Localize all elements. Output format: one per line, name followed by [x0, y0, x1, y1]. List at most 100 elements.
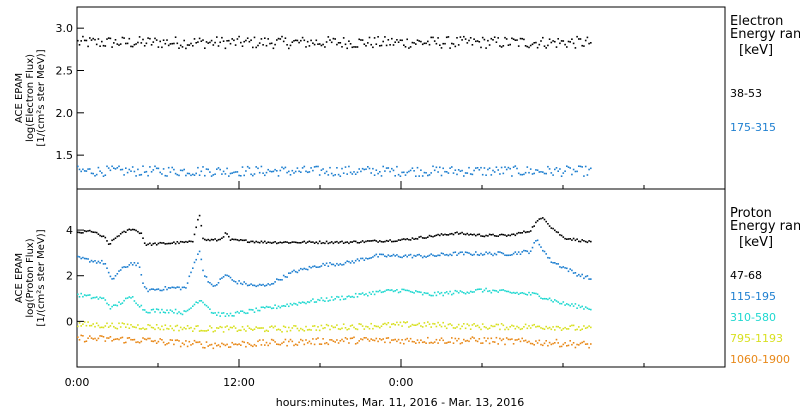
data-point [303, 343, 306, 346]
data-point [336, 324, 338, 326]
data-point [264, 344, 266, 346]
data-point [276, 39, 278, 41]
data-point [173, 312, 175, 314]
data-point [358, 340, 360, 342]
data-point [155, 244, 158, 246]
data-point [140, 173, 143, 176]
data-point [349, 43, 352, 45]
data-point [171, 286, 173, 289]
data-point [578, 38, 580, 40]
data-point [85, 170, 88, 172]
data-point [442, 42, 444, 45]
data-point [109, 37, 112, 40]
data-point [559, 42, 561, 45]
data-point [542, 344, 544, 347]
data-point [97, 260, 100, 263]
data-point [320, 44, 323, 47]
data-point [143, 338, 146, 340]
data-point [572, 237, 575, 240]
data-point [387, 337, 390, 339]
data-point [433, 169, 436, 172]
data-point [435, 42, 438, 45]
data-point [411, 237, 414, 239]
data-point [449, 290, 451, 293]
data-point [447, 172, 450, 174]
data-point [128, 264, 131, 266]
data-point [137, 168, 139, 171]
data-point [248, 241, 251, 244]
data-point [542, 36, 544, 39]
data-point [104, 325, 107, 327]
data-point [531, 342, 534, 345]
data-point [572, 42, 575, 45]
data-point [365, 293, 367, 295]
data-point [294, 170, 297, 173]
data-point [101, 40, 103, 43]
data-point [329, 241, 331, 244]
data-point [306, 329, 309, 331]
data-point [113, 304, 115, 306]
data-point [469, 253, 472, 256]
data-point [475, 289, 477, 291]
data-point [106, 302, 108, 305]
data-point [250, 39, 252, 41]
data-point [456, 339, 458, 342]
data-point [435, 325, 438, 328]
data-point [241, 45, 244, 47]
data-point [246, 165, 249, 168]
data-point [548, 225, 551, 227]
data-point [252, 46, 254, 49]
data-point [440, 337, 443, 339]
data-point [301, 167, 304, 169]
data-point [216, 284, 218, 286]
data-point [535, 292, 537, 295]
data-point [339, 42, 342, 44]
data-point [270, 283, 273, 285]
data-point [392, 323, 395, 325]
data-point [324, 327, 326, 329]
data-point [420, 235, 422, 238]
data-point [192, 267, 194, 269]
data-point [255, 326, 257, 328]
data-point [253, 328, 256, 330]
data-point [495, 253, 498, 256]
data-point [351, 173, 354, 175]
data-point [257, 284, 259, 287]
data-point [562, 172, 565, 174]
data-point [152, 288, 155, 290]
data-point [464, 251, 467, 253]
data-point [135, 43, 137, 45]
data-point [240, 175, 242, 177]
data-point [149, 288, 151, 291]
proton-panel: ACE EPAM log(Proton Flux) [1/(cm²s ster Me… [14, 188, 800, 368]
data-point [399, 342, 402, 344]
data-point [504, 328, 506, 331]
data-point [229, 346, 232, 348]
data-point [135, 175, 137, 177]
data-point [391, 167, 393, 170]
data-point [358, 168, 360, 170]
proton-y-ticks: 024 [66, 224, 84, 328]
data-point [430, 36, 432, 39]
data-point [483, 167, 486, 169]
data-point [150, 44, 153, 46]
data-point [512, 325, 515, 327]
data-point [483, 289, 486, 292]
data-point [382, 291, 384, 293]
data-point [312, 265, 314, 268]
data-point [463, 233, 465, 235]
data-point [90, 259, 93, 262]
data-point [231, 38, 233, 40]
data-point [83, 321, 86, 323]
data-point [241, 283, 244, 286]
data-point [293, 302, 295, 305]
data-point [308, 301, 311, 304]
data-point [337, 296, 340, 298]
data-point [590, 240, 592, 243]
data-point [308, 328, 311, 331]
data-point [260, 165, 263, 168]
data-point [358, 242, 360, 244]
data-point [284, 166, 287, 169]
data-point [449, 233, 451, 235]
data-point [529, 230, 532, 232]
